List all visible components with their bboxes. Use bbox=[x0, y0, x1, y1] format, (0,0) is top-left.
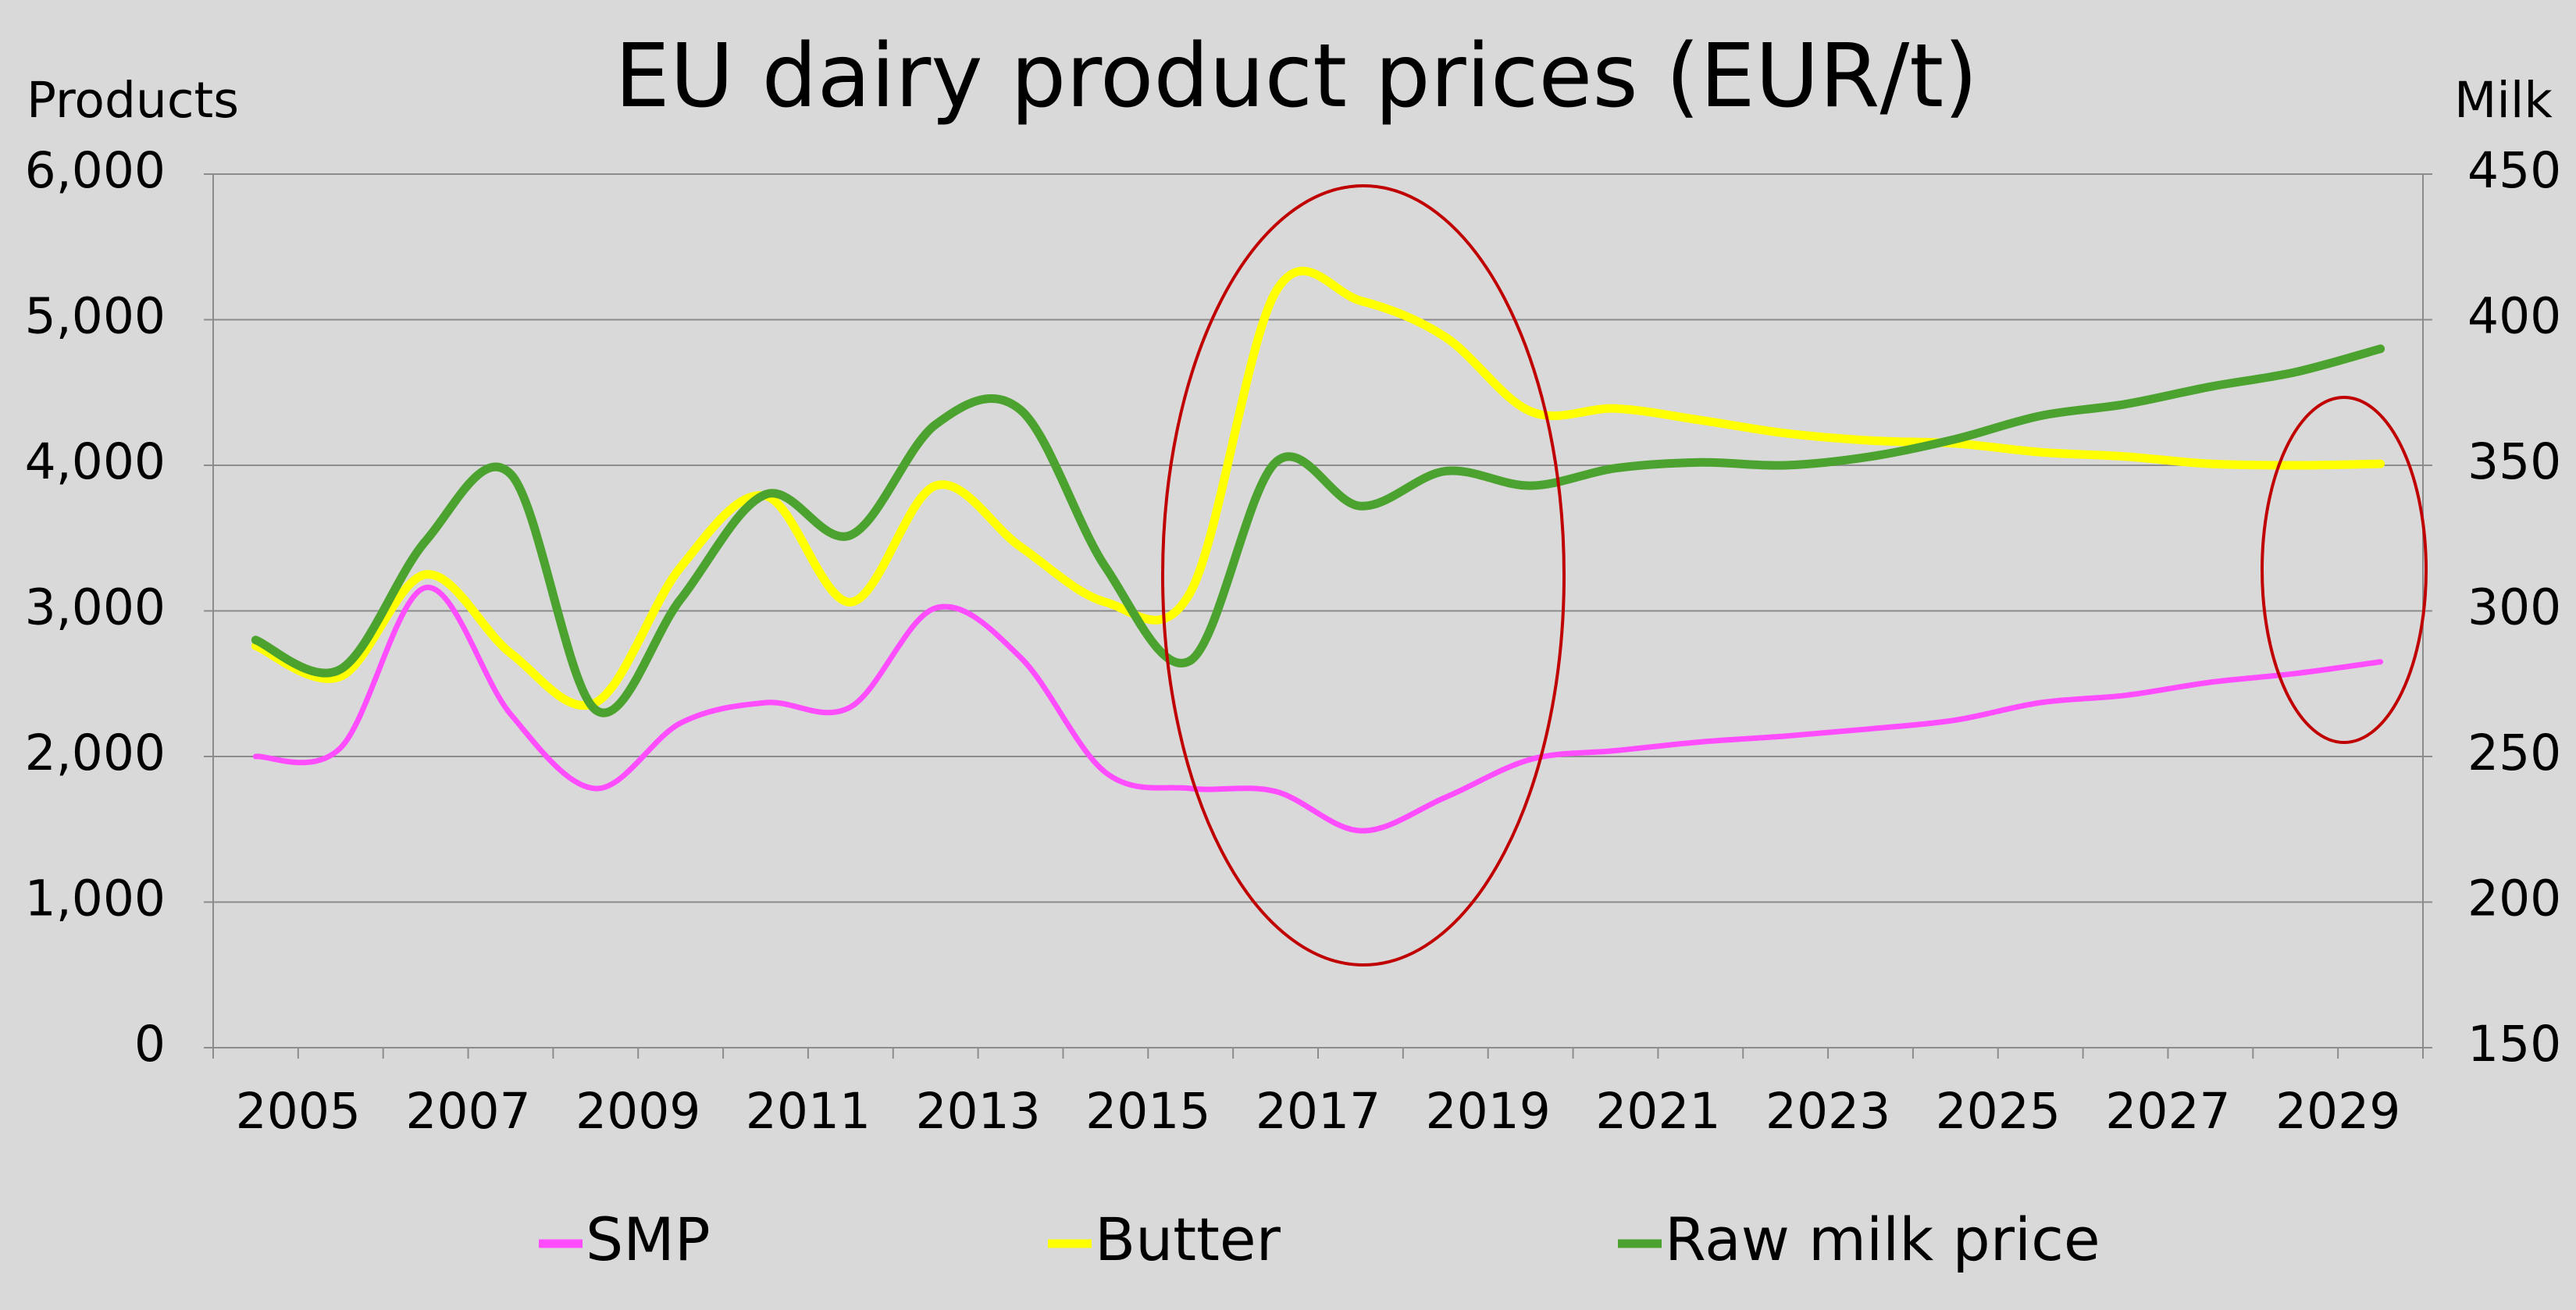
series-line bbox=[252, 585, 2384, 834]
x-tick-label: 2023 bbox=[1765, 1083, 1890, 1140]
y-tick-label: 2,000 bbox=[25, 724, 166, 781]
x-tick-label: 2021 bbox=[1595, 1083, 1720, 1140]
y2-tick-label: 150 bbox=[2467, 1016, 2561, 1073]
lines bbox=[251, 266, 2385, 834]
y2-tick-label: 450 bbox=[2467, 142, 2561, 199]
y2-tick-label: 400 bbox=[2467, 288, 2561, 345]
y-axis-label: Products bbox=[27, 72, 239, 129]
x-tick-label: 2011 bbox=[746, 1083, 871, 1140]
x-tick-label: 2013 bbox=[915, 1083, 1040, 1140]
y2-axis-label: Milk bbox=[2454, 72, 2553, 129]
x-tick-label: 2025 bbox=[1936, 1083, 2061, 1140]
legend-label: Butter bbox=[1095, 1205, 1281, 1274]
y-tick-label: 6,000 bbox=[25, 142, 166, 199]
y2-tick-label: 200 bbox=[2467, 870, 2561, 927]
highlight-ellipse bbox=[2261, 396, 2428, 744]
y-tick-label: 0 bbox=[134, 1016, 166, 1073]
x-tick-label: 2029 bbox=[2275, 1083, 2400, 1140]
y-tick-label: 3,000 bbox=[25, 579, 166, 636]
y-tick-label: 5,000 bbox=[25, 288, 166, 345]
grid: 0 1,000 2,000 3,000 4,000 5,000 6,000 150 200 250… bbox=[25, 142, 2562, 1140]
highlight-ellipse bbox=[1161, 184, 1566, 966]
y-tick-label: 4,000 bbox=[25, 433, 166, 490]
y-tick-label: 1,000 bbox=[25, 870, 166, 927]
x-tick-label: 2019 bbox=[1426, 1083, 1551, 1140]
x-tick-label: 2007 bbox=[405, 1083, 530, 1140]
legend-label: SMP bbox=[586, 1205, 711, 1274]
chart-title: EU dairy product prices (EUR/t) bbox=[615, 26, 1978, 127]
x-tick-label: 2015 bbox=[1085, 1083, 1210, 1140]
series-line bbox=[251, 344, 2385, 717]
x-tick-label: 2017 bbox=[1256, 1083, 1381, 1140]
x-tick-label: 2027 bbox=[2105, 1083, 2230, 1140]
legend: SMP Butter Raw milk price bbox=[539, 1205, 2100, 1274]
x-tick-label: 2005 bbox=[236, 1083, 361, 1140]
series-line bbox=[251, 266, 2385, 710]
y2-tick-label: 300 bbox=[2467, 579, 2561, 636]
y2-tick-label: 350 bbox=[2467, 433, 2561, 490]
x-tick-label: 2009 bbox=[575, 1083, 700, 1140]
legend-label: Raw milk price bbox=[1665, 1205, 2100, 1274]
y2-tick-label: 250 bbox=[2467, 724, 2561, 781]
